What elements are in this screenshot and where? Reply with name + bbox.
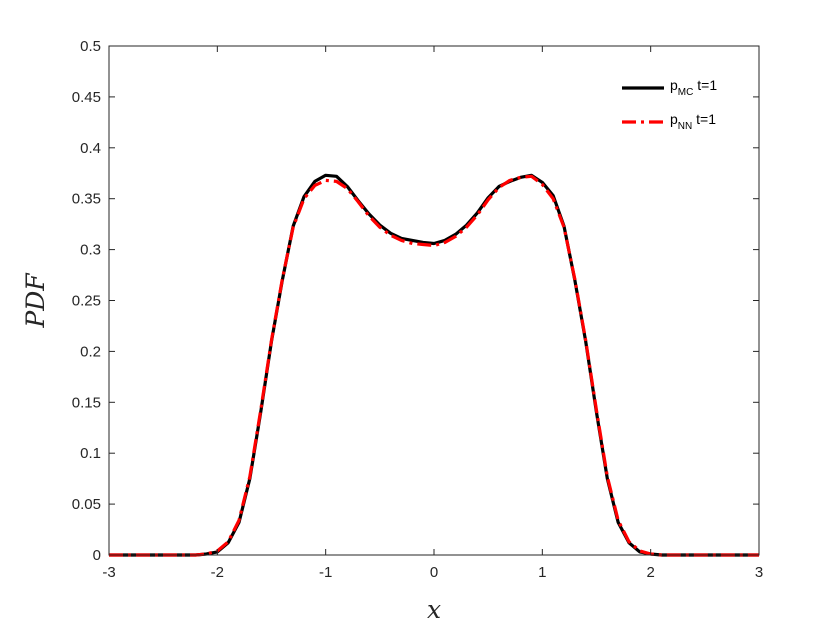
x-tick-label: -3 [102, 564, 115, 581]
legend-label-mc-suffix: t=1 [693, 77, 717, 93]
y-tick-label: 0.1 [80, 445, 101, 462]
legend-label-mc-main: p [670, 77, 678, 93]
x-tick-label: 0 [430, 564, 438, 581]
y-tick-label: 0.2 [80, 343, 101, 360]
y-tick-label: 0 [93, 547, 101, 564]
legend-label-mc: pMC t=1 [670, 77, 717, 98]
legend-label-nn-suffix: t=1 [692, 111, 716, 127]
y-tick-label: 0.45 [72, 89, 101, 106]
y-tick-label: 0.5 [80, 38, 101, 55]
series-line-nn [109, 174, 759, 557]
y-tick-label: 0.4 [80, 140, 101, 157]
y-tick-label: 0.15 [72, 394, 101, 411]
legend-label-nn-main: p [670, 111, 678, 127]
legend-label-nn: pNN t=1 [670, 111, 716, 132]
x-tick-label: -2 [211, 564, 224, 581]
y-axis-label: PDF [21, 272, 50, 329]
x-tick-label: 1 [538, 564, 546, 581]
x-tick-label: 2 [646, 564, 654, 581]
legend-item-nn: pNN t=1 [622, 111, 716, 132]
plot-area [109, 46, 759, 555]
y-tick-label: 0.25 [72, 293, 101, 310]
y-tick-label: 0.35 [72, 191, 101, 208]
legend-item-mc: pMC t=1 [622, 77, 717, 98]
y-tick-label: 0.05 [72, 496, 101, 513]
x-tick-label: 3 [755, 564, 763, 581]
y-tick-label: 0.3 [80, 242, 101, 259]
axes-layer: -3 -2 -1 0 1 2 3 0 0.05 0.1 0.15 0.2 0.25 0.3 0.35 0.4 0… [72, 38, 763, 581]
series-layer [109, 173, 759, 557]
x-tick-label: -1 [319, 564, 332, 581]
legend-label-nn-sub: NN [678, 121, 692, 132]
legend: pMC t=1 pNN t=1 [622, 77, 717, 132]
legend-label-mc-sub: MC [678, 87, 694, 98]
x-axis-label: x [427, 595, 441, 624]
